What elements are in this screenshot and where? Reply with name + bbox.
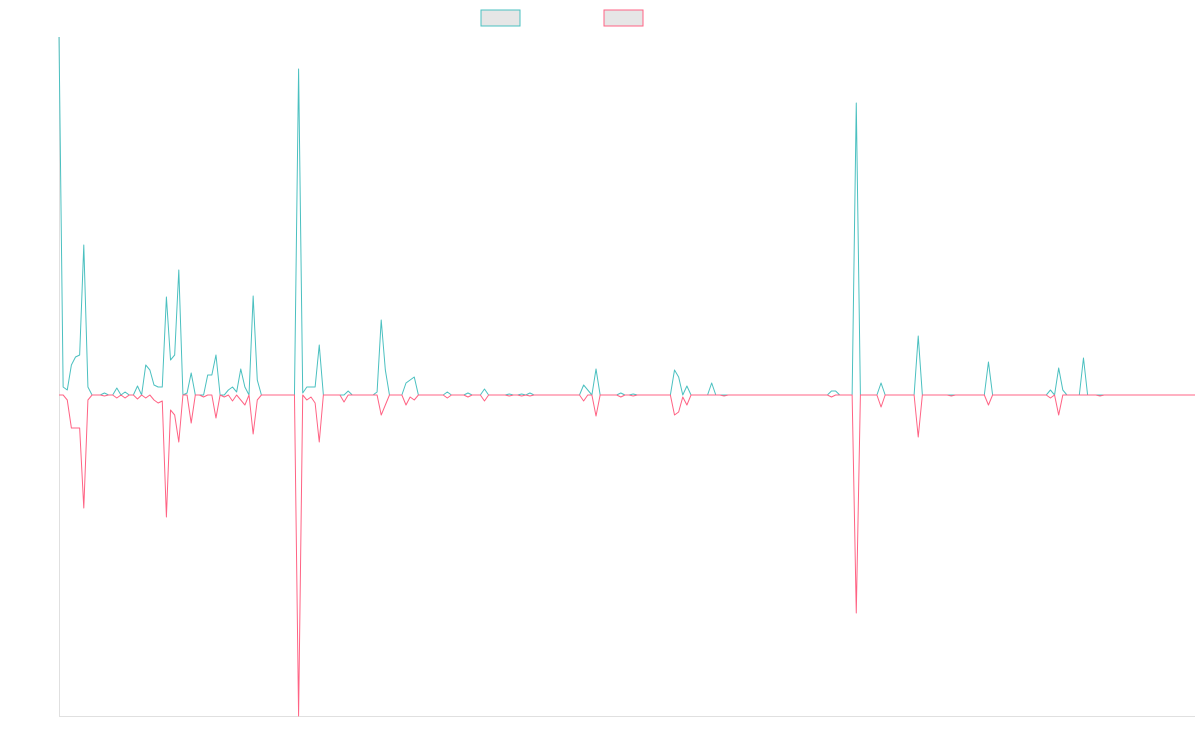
series-line: [59, 394, 1195, 717]
legend-swatch: [603, 9, 644, 27]
series-line: [58, 36, 1195, 396]
legend-swatch: [480, 9, 521, 27]
